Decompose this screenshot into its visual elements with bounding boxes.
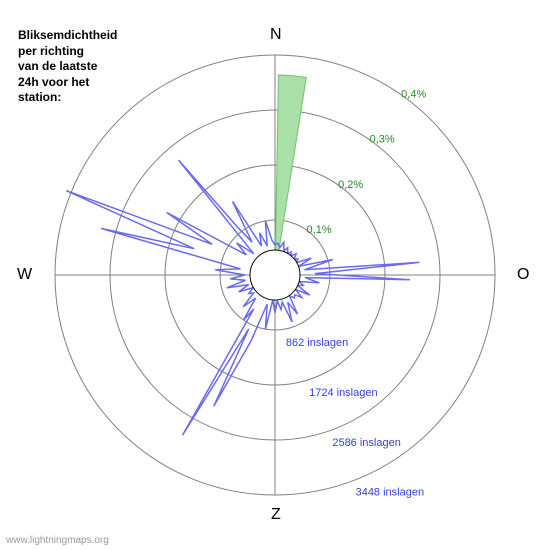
- cardinal-w: W: [17, 266, 32, 284]
- density-label: 0,1%: [307, 224, 332, 236]
- center-hole: [250, 250, 300, 300]
- density-label: 0,3%: [370, 134, 395, 146]
- density-label: 0,2%: [338, 179, 363, 191]
- strike-label: 3448 inslagen: [356, 487, 425, 499]
- strike-label: 2586 inslagen: [332, 437, 401, 449]
- cardinal-e: O: [517, 266, 529, 284]
- density-sector: [275, 75, 306, 250]
- strike-label: 862 inslagen: [286, 337, 348, 349]
- cardinal-n: N: [270, 26, 282, 44]
- density-label: 0,4%: [401, 89, 426, 101]
- cardinal-s: Z: [271, 506, 281, 524]
- footer-credit: www.lightningmaps.org: [6, 535, 109, 546]
- strike-label: 1724 inslagen: [309, 387, 378, 399]
- chart-title: Bliksemdichtheid per richting van de laa…: [18, 28, 117, 106]
